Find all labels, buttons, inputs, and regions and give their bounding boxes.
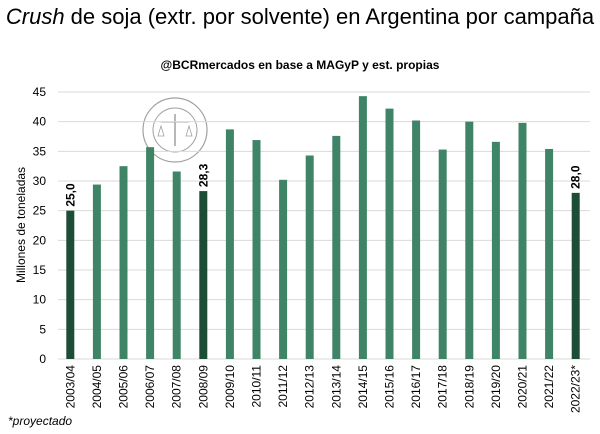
x-tick-label: 2012/13 — [303, 365, 317, 409]
x-tick-label: 2009/10 — [223, 365, 237, 409]
x-tick-label: 2005/06 — [117, 365, 131, 409]
x-tick-label: 2013/14 — [329, 365, 343, 409]
y-tick-label: 15 — [33, 263, 47, 277]
bar-2010-11 — [252, 140, 261, 359]
x-tick-label: 2010/11 — [250, 365, 264, 408]
bar-2003-04 — [66, 210, 75, 359]
y-tick-label: 35 — [33, 144, 47, 158]
chart-subtitle: @BCRmercados en base a MAGyP y est. prop… — [160, 58, 440, 72]
bar-2007-08 — [172, 171, 181, 359]
x-tick-label: 2003/04 — [63, 365, 77, 409]
y-tick-label: 25 — [33, 204, 47, 218]
chart-title: Crush de soja (extr. por solvente) en Ar… — [0, 4, 600, 30]
y-axis-label: Millones de toneladas — [14, 167, 28, 283]
x-tick-label: 2017/18 — [436, 365, 450, 409]
bar-2016-17 — [412, 120, 421, 359]
y-tick-label: 30 — [33, 174, 47, 188]
x-tick-label: 2011/12 — [276, 365, 290, 408]
x-tick-label: 2019/20 — [489, 365, 503, 409]
x-tick-label: 2018/19 — [462, 365, 476, 409]
data-label: 25,0 — [63, 183, 77, 207]
y-tick-label: 45 — [33, 85, 47, 99]
x-tick-label: 2016/17 — [409, 365, 423, 409]
bar-2004-05 — [92, 184, 101, 359]
bar-2008-09 — [199, 191, 208, 359]
footnote: *proyectado — [8, 414, 73, 428]
y-tick-label: 20 — [33, 233, 47, 247]
bar-2018-19 — [465, 121, 474, 360]
y-tick-label: 0 — [39, 352, 46, 366]
x-tick-label: 2004/05 — [90, 365, 104, 409]
x-tick-label: 2006/07 — [143, 365, 157, 409]
bar-2017-18 — [438, 149, 447, 359]
bcr-seal-watermark — [142, 97, 208, 163]
title-italic: Crush — [5, 4, 65, 29]
bar-2015-16 — [385, 108, 394, 359]
bar-2009-10 — [225, 129, 234, 359]
bar-2011-12 — [279, 179, 288, 359]
bar-2006-07 — [146, 147, 155, 359]
title-rest: de soja (extr. por solvente) en Argentin… — [64, 4, 595, 29]
bar-2005-06 — [119, 166, 128, 359]
y-tick-label: 5 — [39, 322, 46, 336]
y-tick-label: 40 — [33, 115, 47, 129]
bar-2012-13 — [305, 155, 314, 359]
x-tick-label: 2007/08 — [170, 365, 184, 409]
bar-2022-23- — [571, 192, 580, 359]
data-label: 28,3 — [196, 163, 210, 187]
bar-2013-14 — [332, 135, 341, 359]
x-tick-label: 2008/09 — [196, 365, 210, 409]
x-tick-label: 2015/16 — [383, 365, 397, 409]
x-tick-label: 2020/21 — [516, 365, 530, 409]
bar-2021-22 — [545, 148, 554, 359]
bar-2020-21 — [518, 122, 527, 359]
x-tick-label: 2021/22 — [542, 365, 556, 409]
x-tick-label: 2022/23* — [569, 365, 583, 413]
bar-2014-15 — [358, 96, 367, 360]
bar-2019-20 — [491, 141, 500, 359]
y-tick-label: 10 — [33, 293, 47, 307]
data-label: 28,0 — [569, 165, 583, 189]
x-tick-label: 2014/15 — [356, 365, 370, 409]
